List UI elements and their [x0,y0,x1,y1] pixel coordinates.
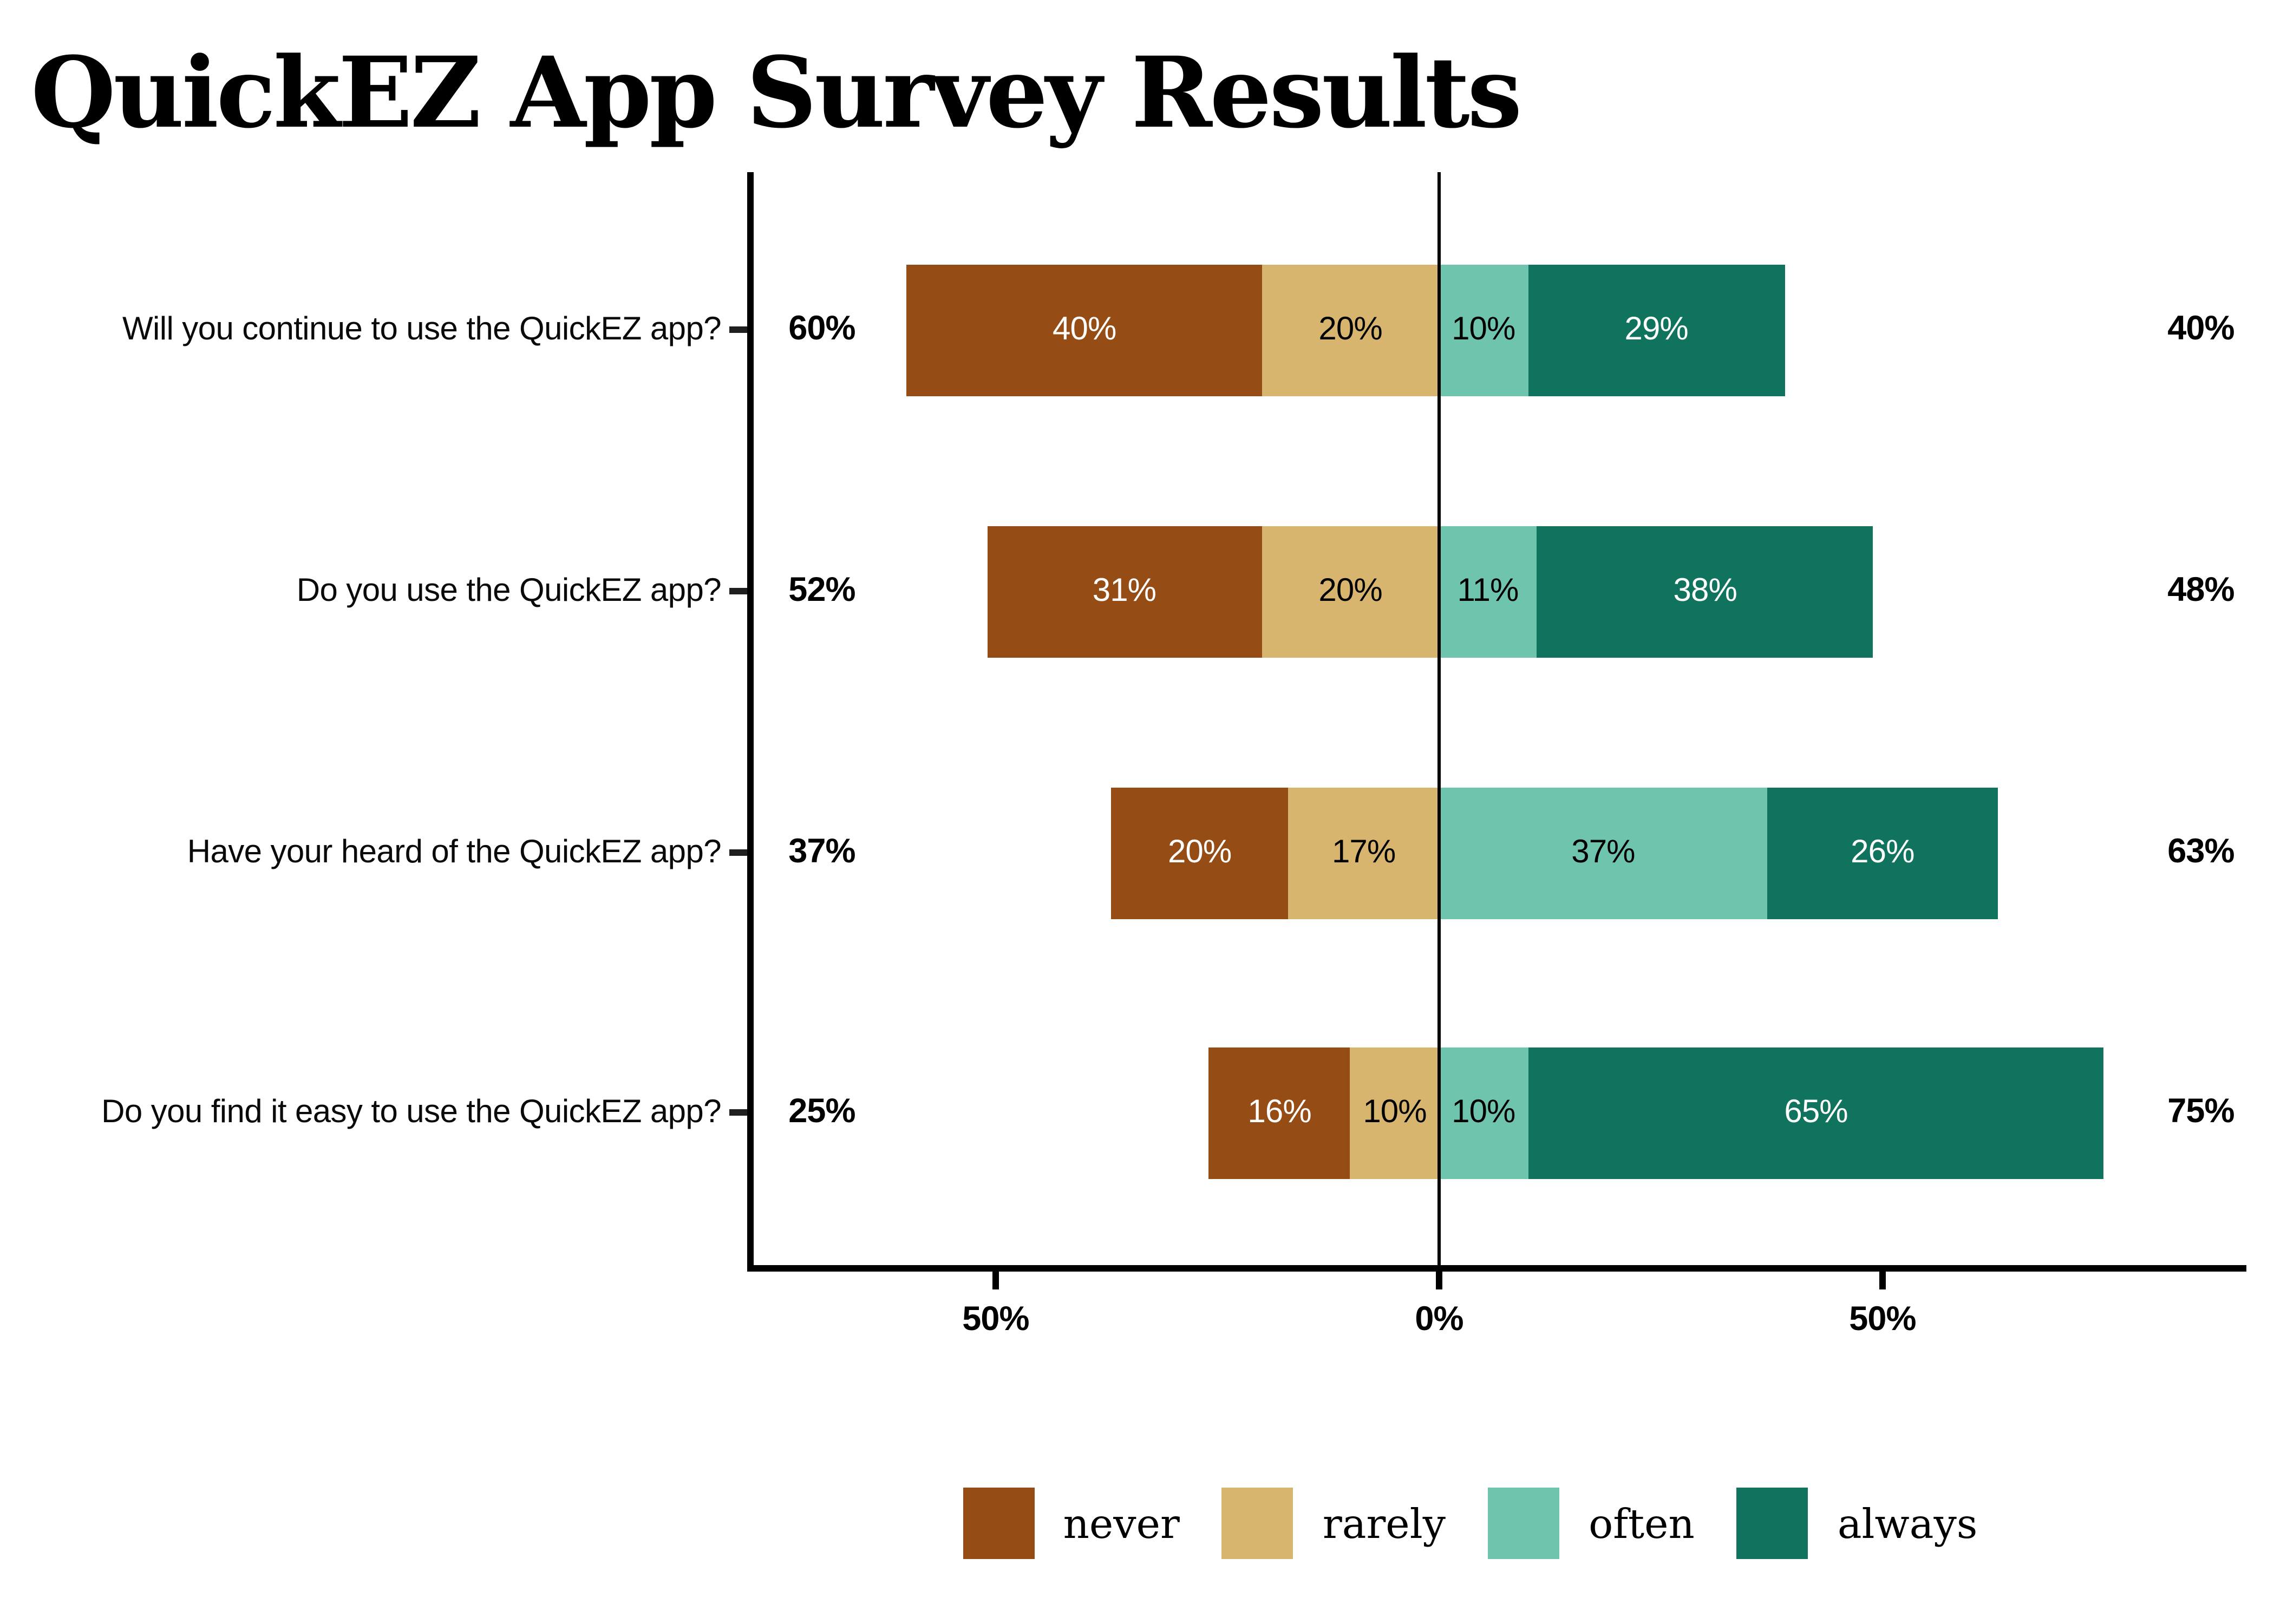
bar-segment-often: 10% [1439,1046,1528,1178]
segment-value-label: 10% [1452,1093,1515,1130]
y-axis-spine [747,172,754,1272]
segment-value-label: 11% [1457,572,1519,608]
x-axis-tick [1436,1272,1442,1289]
bar-segment-always: 29% [1527,264,1785,396]
segment-value-label: 20% [1318,311,1382,347]
segment-value-label: 10% [1452,311,1515,347]
legend-label: rarely [1322,1499,1446,1547]
right-total-label: 48% [2167,572,2234,609]
segment-value-label: 65% [1784,1093,1848,1130]
y-axis-tick [729,1109,747,1116]
legend-swatch-rarely [1221,1488,1293,1559]
y-axis-tick [729,588,747,594]
x-axis-tick [1879,1272,1886,1289]
bar-segment-always: 65% [1527,1046,2105,1178]
question-label: Have your heard of the QuickEZ app? [187,835,722,870]
right-total-label: 63% [2167,833,2234,870]
stacked-bar: 16% 10% 10% 65% [1208,1046,2105,1178]
right-total-label: 75% [2167,1093,2234,1130]
legend-swatch-always [1736,1488,1808,1559]
left-total-label: 37% [788,833,855,870]
bar-segment-rarely: 20% [1262,525,1439,657]
stacked-bar: 20% 17% 37% 26% [1110,787,1998,919]
segment-value-label: 17% [1331,834,1396,870]
legend: never rarely often always [642,1488,2274,1559]
segment-value-label: 10% [1363,1093,1427,1130]
left-total-label: 25% [788,1093,855,1130]
stacked-bar: 40% 20% 10% 29% [907,264,1785,396]
segment-value-label: 37% [1571,834,1635,870]
legend-label: often [1589,1499,1695,1547]
segment-value-label: 20% [1318,572,1382,608]
legend-item-always: always [1736,1488,1978,1559]
zero-baseline [1437,172,1441,1265]
bar-segment-rarely: 17% [1288,787,1439,919]
x-axis-spine [747,1265,2246,1272]
segment-value-label: 40% [1053,311,1116,347]
x-axis-tick-label: 50% [962,1301,1029,1338]
segment-value-label: 38% [1673,572,1737,608]
segment-value-label: 16% [1247,1093,1311,1130]
bar-segment-often: 10% [1439,264,1528,396]
right-total-label: 40% [2167,310,2234,348]
segment-value-label: 29% [1624,311,1688,347]
y-axis-tick [729,849,747,856]
legend-label: always [1837,1499,1978,1547]
legend-swatch-often [1488,1488,1560,1559]
bar-segment-always: 38% [1537,525,1874,657]
bar-segment-never: 40% [907,264,1262,396]
bar-segment-never: 16% [1208,1046,1351,1178]
stacked-bar: 31% 20% 11% 38% [986,525,1874,657]
legend-item-never: never [962,1488,1180,1559]
bar-segment-often: 37% [1439,787,1767,919]
legend-item-often: often [1488,1488,1695,1559]
legend-item-rarely: rarely [1221,1488,1446,1559]
left-total-label: 52% [788,572,855,609]
y-axis-tick [729,326,747,333]
x-axis-tick-label: 0% [1415,1301,1463,1338]
left-total-label: 60% [788,310,855,348]
bar-segment-often: 11% [1439,525,1537,657]
question-label: Will you continue to use the QuickEZ app… [122,312,722,348]
legend-swatch-never [962,1488,1034,1559]
legend-label: never [1063,1499,1180,1547]
bar-segment-always: 26% [1767,787,1998,919]
bar-segment-never: 20% [1110,787,1289,919]
bar-segment-rarely: 10% [1350,1046,1439,1178]
bar-segment-rarely: 20% [1262,264,1439,396]
question-label: Do you use the QuickEZ app? [296,573,722,609]
segment-value-label: 20% [1167,834,1232,870]
bar-segment-never: 31% [986,525,1262,657]
chart-title: QuickEZ App Survey Results [31,37,1522,151]
segment-value-label: 31% [1092,572,1156,608]
question-label: Do you find it easy to use the QuickEZ a… [101,1095,721,1130]
x-axis-tick [992,1272,999,1289]
x-axis-tick-label: 50% [1849,1301,1916,1338]
segment-value-label: 26% [1851,834,1914,870]
